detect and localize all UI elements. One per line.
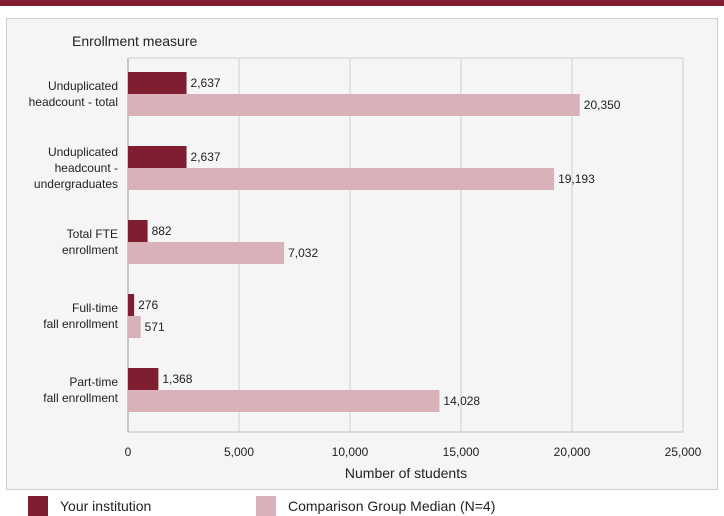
category-label: undergraduates — [34, 177, 118, 191]
x-tick-label: 0 — [125, 445, 132, 459]
data-label-your-institution: 2,637 — [191, 150, 221, 164]
category-label: fall enrollment — [43, 317, 118, 331]
bar-your-institution — [128, 220, 148, 242]
data-label-comparison-median: 7,032 — [288, 246, 318, 260]
data-label-your-institution: 1,368 — [162, 372, 192, 386]
legend: Your institution Comparison Group Median… — [0, 492, 724, 516]
bar-your-institution — [128, 146, 187, 168]
bar-comparison-median — [128, 316, 141, 338]
data-label-comparison-median: 14,028 — [443, 394, 480, 408]
x-tick-label: 25,000 — [665, 445, 702, 459]
legend-swatch — [28, 496, 48, 516]
bar-comparison-median — [128, 168, 555, 190]
bar-comparison-median — [128, 390, 440, 412]
category-label: Total FTE — [67, 227, 118, 241]
legend-item-your-institution: Your institution — [28, 496, 151, 516]
category-label: headcount - — [55, 161, 118, 175]
category-labels: Unduplicated headcount - total Unduplicate… — [29, 79, 119, 405]
bar-your-institution — [128, 368, 159, 390]
legend-label: Your institution — [60, 498, 152, 514]
bar-your-institution — [128, 294, 135, 316]
x-tick-label: 10,000 — [332, 445, 369, 459]
category-label: enrollment — [62, 243, 119, 257]
x-tick-label: 20,000 — [554, 445, 591, 459]
legend-swatch — [256, 496, 276, 516]
data-label-your-institution: 2,637 — [191, 76, 221, 90]
category-label: Full-time — [72, 301, 118, 315]
data-label-your-institution: 882 — [152, 224, 172, 238]
data-label-comparison-median: 19,193 — [558, 172, 595, 186]
category-label: fall enrollment — [43, 391, 118, 405]
category-label: headcount - total — [29, 95, 118, 109]
category-label: Unduplicated — [48, 79, 118, 93]
category-label: Unduplicated — [48, 145, 118, 159]
x-axis-ticks: 0 5,000 10,000 15,000 20,000 25,000 — [125, 445, 702, 459]
bar-your-institution — [128, 72, 187, 94]
top-accent-bar — [0, 0, 724, 6]
x-tick-label: 5,000 — [224, 445, 254, 459]
category-label: Part-time — [69, 375, 118, 389]
legend-label: Comparison Group Median (N=4) — [288, 498, 496, 514]
bar-comparison-median — [128, 94, 580, 116]
bars: 2,637 20,350 2,637 19,193 882 7,032 276 571 1,36… — [128, 72, 621, 412]
data-label-your-institution: 276 — [138, 298, 158, 312]
y-axis-title: Enrollment measure — [72, 33, 197, 49]
x-tick-label: 15,000 — [443, 445, 480, 459]
enrollment-bar-chart: Enrollment measure 2,637 20,350 2,637 19,19… — [29, 33, 702, 481]
data-label-comparison-median: 571 — [145, 320, 165, 334]
x-axis-label: Number of students — [345, 465, 467, 481]
data-label-comparison-median: 20,350 — [584, 98, 621, 112]
bar-comparison-median — [128, 242, 285, 264]
legend-item-comparison-group: Comparison Group Median (N=4) — [256, 496, 495, 516]
